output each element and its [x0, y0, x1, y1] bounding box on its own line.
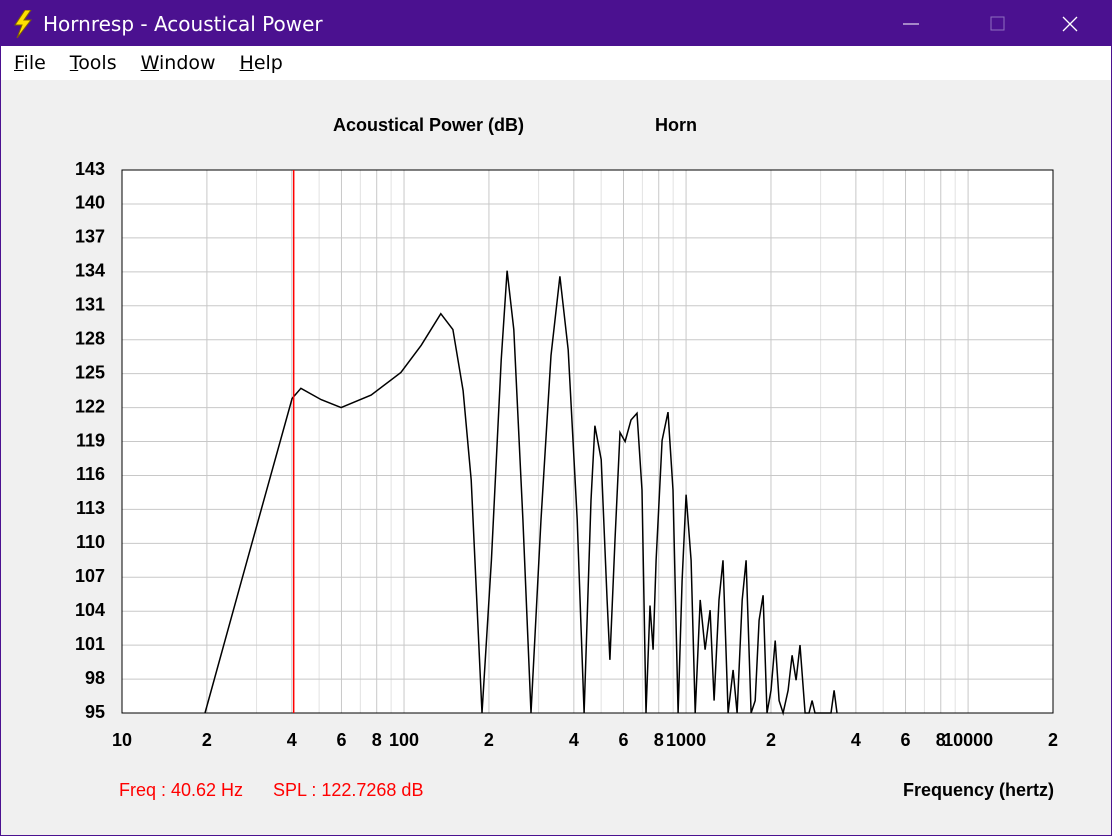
y-tick-label: 113 — [76, 498, 105, 518]
y-tick-label: 131 — [75, 295, 105, 315]
chart-title: Acoustical Power (dB) — [333, 115, 524, 135]
x-tick-label: 6 — [901, 730, 911, 750]
x-tick-label: 10 — [112, 730, 132, 750]
y-tick-label: 101 — [75, 634, 105, 654]
title-bar: Hornresp - Acoustical Power — [1, 1, 1111, 46]
y-tick-label: 140 — [75, 193, 105, 213]
y-tick-label: 134 — [75, 261, 105, 281]
y-tick-label: 104 — [75, 600, 105, 620]
x-tick-label: 8 — [936, 730, 946, 750]
x-tick-label: 4 — [851, 730, 861, 750]
chart-subtitle: Horn — [655, 115, 697, 135]
window-title: Hornresp - Acoustical Power — [43, 12, 323, 36]
y-tick-label: 98 — [85, 668, 105, 688]
cursor-freq: Freq : 40.62 Hz — [119, 780, 243, 800]
x-tick-label: 2 — [202, 730, 212, 750]
x-tick-label: 2 — [484, 730, 494, 750]
x-tick-label: 100 — [389, 730, 419, 750]
plot-border — [121, 169, 1054, 714]
y-tick-label: 116 — [76, 464, 105, 484]
y-tick-label: 137 — [75, 227, 105, 247]
x-tick-label: 2 — [766, 730, 776, 750]
x-tick-label: 2 — [1048, 730, 1058, 750]
y-tick-label: 122 — [75, 396, 105, 416]
y-tick-label: 119 — [76, 430, 105, 450]
menu-item[interactable]: Help — [239, 52, 283, 74]
menu-item[interactable]: Window — [140, 52, 216, 74]
x-tick-label: 6 — [618, 730, 628, 750]
chart: Acoustical Power (dB) Horn Frequency (he… — [75, 115, 1058, 800]
menu-bar: File Tools Window Help — [1, 46, 1111, 80]
y-tick-label: 107 — [75, 566, 105, 586]
maximize[interactable] — [990, 16, 1005, 31]
y-tick-label: 95 — [85, 702, 105, 722]
x-axis-label: Frequency (hertz) — [903, 780, 1054, 800]
x-tick-label: 4 — [287, 730, 297, 750]
menu-item[interactable]: File — [14, 52, 46, 74]
y-tick-label: 110 — [76, 532, 105, 552]
y-tick-label: 143 — [75, 159, 105, 179]
x-tick-label: 8 — [654, 730, 664, 750]
y-tick-label: 128 — [75, 328, 105, 348]
window-controls[interactable] — [891, 1, 1111, 46]
cursor-spl: SPL : 122.7268 dB — [273, 780, 423, 800]
x-tick-label: 1000 — [666, 730, 706, 750]
y-tick-label: 125 — [75, 362, 105, 382]
x-tick-label: 6 — [336, 730, 346, 750]
app-icon — [14, 10, 33, 38]
close[interactable] — [1062, 16, 1078, 32]
menu-item[interactable]: Tools — [69, 52, 117, 74]
x-tick-label: 10000 — [943, 730, 993, 750]
x-tick-label: 4 — [569, 730, 579, 750]
x-tick-label: 8 — [372, 730, 382, 750]
data-line — [204, 270, 838, 716]
